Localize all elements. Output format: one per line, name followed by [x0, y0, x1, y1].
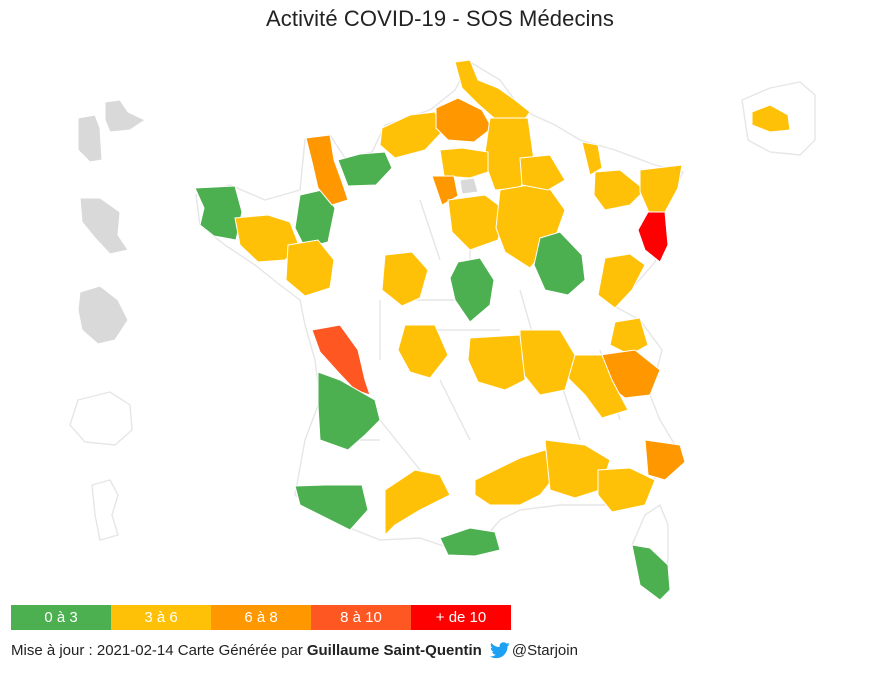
- dept-doubs-jura: [597, 253, 646, 309]
- dept-cote-dor-nievre: [533, 231, 586, 296]
- dept-nord: [454, 59, 531, 129]
- legend-item-10-plus: + de 10: [411, 605, 511, 630]
- dept-ardennes: [581, 141, 603, 176]
- dept-haute-savoie: [609, 317, 649, 356]
- dept-loire-atlantique: [285, 239, 335, 297]
- dept-rhone-ain: [567, 354, 629, 419]
- dept-manche: [305, 134, 349, 206]
- legend-item-8-10: 8 à 10: [311, 605, 411, 630]
- dept-loiret-cher: [449, 257, 495, 323]
- dept-herault-gard: [474, 449, 561, 506]
- dept-puy-de-dome: [467, 334, 526, 391]
- dept-pyrenees-atlantiques: [294, 484, 369, 531]
- dept-vendee-charente-mar: [311, 324, 371, 396]
- dept-gironde-landes: [317, 371, 381, 451]
- region-martinique: [79, 197, 129, 255]
- legend-item-0-3: 0 à 3: [11, 605, 111, 630]
- dept-oise: [439, 147, 489, 179]
- mayotte-outline: [91, 479, 119, 541]
- legend-item-6-8: 6 à 8: [211, 605, 311, 630]
- dept-moselle-meurthe: [593, 169, 646, 211]
- update-text: Mise à jour : 2021-02-14 Carte Générée p…: [11, 642, 303, 659]
- map-title: Activité COVID-19 - SOS Médecins: [266, 6, 614, 31]
- color-legend: 0 à 3 3 à 6 6 à 8 8 à 10 + de 10: [11, 605, 511, 630]
- dept-idf-south: [447, 194, 506, 251]
- dept-haute-corse-corse-du-sud: [631, 544, 671, 600]
- dept-haute-vienne: [397, 324, 449, 379]
- twitter-handle: @Starjoin: [511, 642, 578, 659]
- reunion-outline: [69, 391, 133, 446]
- dept-loire-allier: [519, 329, 576, 396]
- legend-item-3-6: 3 à 6: [111, 605, 211, 630]
- dept-somme: [435, 97, 493, 143]
- dept-pyrenees-orientales: [439, 527, 501, 557]
- region-guadeloupe: [77, 99, 147, 163]
- dept-paris: [459, 177, 479, 195]
- dept-val-oise: [431, 175, 459, 206]
- dept-finistere: [194, 185, 243, 241]
- dept-var: [597, 467, 656, 513]
- dept-haut-rhin: [637, 211, 669, 263]
- dept-sarthe: [381, 251, 429, 307]
- twitter-link[interactable]: @Starjoin: [489, 642, 578, 659]
- footer-credits: Mise à jour : 2021-02-14 Carte Générée p…: [11, 642, 578, 659]
- dept-seine-maritime: [379, 111, 443, 159]
- dept-bas-rhin: [639, 164, 683, 216]
- dept-marne-east: [519, 154, 566, 191]
- dept-alpes-maritimes: [644, 439, 686, 481]
- region-guyane: [77, 285, 129, 345]
- twitter-bird-icon: [489, 642, 510, 659]
- france-map: [69, 59, 816, 600]
- dept-paris-inset: [751, 104, 791, 133]
- dept-calvados-orne: [337, 151, 393, 187]
- dept-haute-garonne: [384, 469, 451, 537]
- idf-inset-outline: [741, 81, 816, 156]
- author-name: Guillaume Saint-Quentin: [306, 642, 482, 659]
